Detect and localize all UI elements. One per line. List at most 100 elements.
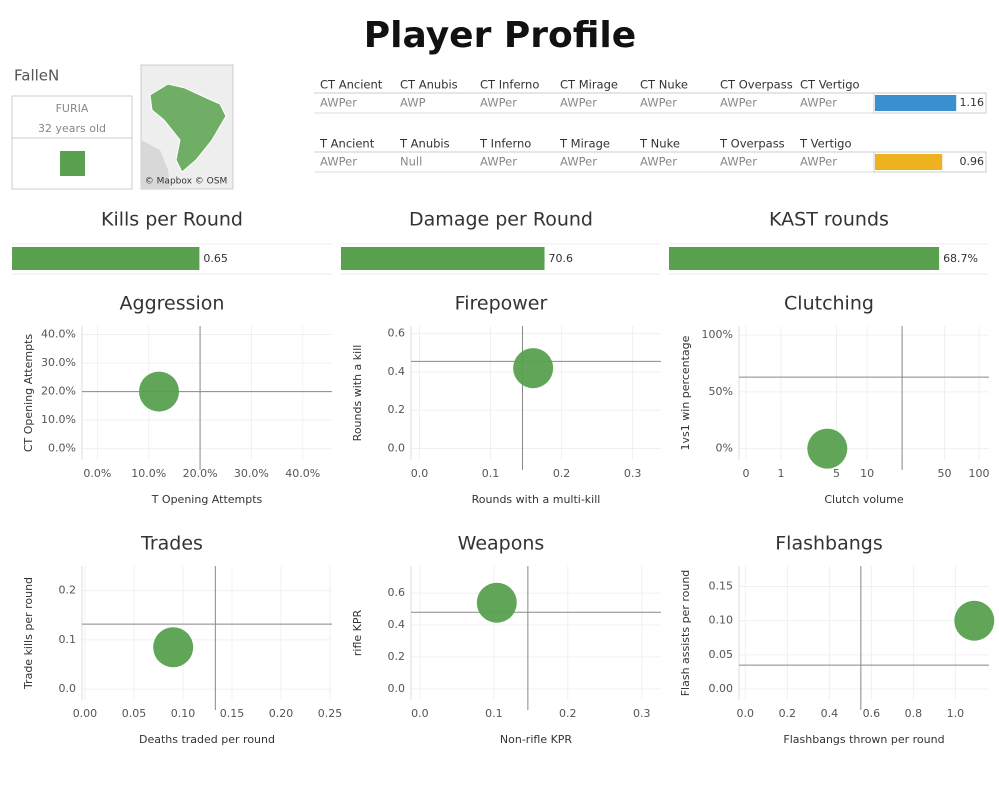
table-header: CT Nuke xyxy=(640,78,688,92)
x-tick-label: 0.0% xyxy=(83,467,111,480)
y-axis-label: rifle KPR xyxy=(351,610,364,657)
table-cell: AWPer xyxy=(640,155,677,169)
x-tick-label: 1.0 xyxy=(947,707,965,720)
x-tick-label: 0.0 xyxy=(411,467,429,480)
table-header: T Nuke xyxy=(639,137,680,151)
y-tick-label: 0.15 xyxy=(709,580,734,593)
x-axis-label: Flashbangs thrown per round xyxy=(783,733,944,746)
point xyxy=(807,428,848,469)
y-tick-label: 0.6 xyxy=(388,327,406,340)
x-tick-label: 0.3 xyxy=(624,467,642,480)
x-tick-label: 0.1 xyxy=(482,467,500,480)
y-tick-label: 30.0% xyxy=(41,356,76,369)
panel-title: Weapons xyxy=(458,533,545,555)
x-tick-label: 0 xyxy=(743,467,750,480)
x-tick-label: 0.10 xyxy=(171,707,196,720)
x-tick-label: 0.2 xyxy=(559,707,577,720)
y-tick-label: 0.2 xyxy=(59,584,77,597)
y-tick-label: 0.2 xyxy=(388,403,406,416)
rating-box xyxy=(873,151,987,173)
panel-title: KAST rounds xyxy=(769,209,889,231)
bar-label: 0.65 xyxy=(203,252,228,265)
table-cell: AWPer xyxy=(560,96,597,110)
table-header: CT Mirage xyxy=(560,78,618,92)
point xyxy=(139,371,180,412)
y-tick-label: 0.05 xyxy=(709,648,734,661)
panel-title: Flashbangs xyxy=(775,533,883,555)
y-tick-label: 0.1 xyxy=(59,633,77,646)
y-tick-label: 100% xyxy=(702,328,733,341)
y-tick-label: 0.0 xyxy=(388,682,406,695)
team: FURIA xyxy=(56,102,89,115)
table-cell: AWP xyxy=(400,96,426,110)
x-tick-label: 0.6 xyxy=(863,707,881,720)
x-axis-label: Clutch volume xyxy=(824,493,904,506)
y-tick-label: 0.4 xyxy=(388,618,406,631)
map-land xyxy=(141,140,170,189)
point xyxy=(513,348,554,389)
y-axis-label: Trade kills per round xyxy=(22,577,35,690)
table-cell: AWPer xyxy=(720,96,757,110)
x-axis-label: Non-rifle KPR xyxy=(500,733,573,746)
table-header: CT Inferno xyxy=(480,78,539,92)
y-tick-label: 20.0% xyxy=(41,385,76,398)
bar xyxy=(12,247,200,270)
y-tick-label: 0.4 xyxy=(388,365,406,378)
rating-bar xyxy=(875,154,943,170)
bar-label: 68.7% xyxy=(943,252,978,265)
x-tick-label: 30.0% xyxy=(234,467,269,480)
x-tick-label: 0.20 xyxy=(269,707,294,720)
table-cell: Null xyxy=(400,155,422,169)
table-header: T Ancient xyxy=(319,137,375,151)
table-cell: AWPer xyxy=(320,155,357,169)
x-tick-label: 10 xyxy=(860,467,874,480)
panel-title: Kills per Round xyxy=(101,209,243,231)
table-header: T Anubis xyxy=(399,137,450,151)
panel-title: Clutching xyxy=(784,293,874,315)
y-tick-label: 40.0% xyxy=(41,328,76,341)
player-name: FalleN xyxy=(14,67,59,85)
panel-title: Damage per Round xyxy=(409,209,593,231)
y-axis-label: Flash assists per round xyxy=(679,570,692,697)
x-tick-label: 0.00 xyxy=(73,707,98,720)
table-header: T Mirage xyxy=(559,137,610,151)
point xyxy=(954,600,995,641)
y-tick-label: 0.0% xyxy=(48,442,76,455)
x-tick-label: 20.0% xyxy=(183,467,218,480)
x-tick-label: 0.3 xyxy=(633,707,651,720)
x-axis-label: T Opening Attempts xyxy=(151,493,263,506)
x-tick-label: 0.0 xyxy=(737,707,755,720)
x-tick-label: 0.25 xyxy=(318,707,343,720)
table-header: CT Anubis xyxy=(400,78,458,92)
y-axis-label: 1vs1 win percentage xyxy=(679,335,692,450)
point xyxy=(153,627,194,668)
y-tick-label: 0.00 xyxy=(709,682,734,695)
team-color xyxy=(60,151,85,176)
y-tick-label: 0% xyxy=(716,442,733,455)
table-cell: AWPer xyxy=(800,155,837,169)
y-tick-label: 0.0 xyxy=(59,682,77,695)
rating-label: 1.16 xyxy=(960,96,985,109)
table-header: CT Vertigo xyxy=(800,78,860,92)
y-axis-label: CT Opening Attempts xyxy=(22,334,35,453)
table-cell: AWPer xyxy=(800,96,837,110)
x-tick-label: 0.1 xyxy=(485,707,503,720)
x-tick-label: 1 xyxy=(778,467,785,480)
player-card xyxy=(11,95,133,190)
panel-title: Firepower xyxy=(455,293,548,315)
x-tick-label: 10.0% xyxy=(131,467,166,480)
bar xyxy=(669,247,940,270)
x-tick-label: 0.4 xyxy=(821,707,839,720)
x-tick-label: 0.2 xyxy=(553,467,571,480)
panel-title: Aggression xyxy=(120,293,225,315)
table-header: CT Overpass xyxy=(720,78,793,92)
age: 32 years old xyxy=(38,122,106,135)
table-cell: AWPer xyxy=(480,155,517,169)
bar xyxy=(341,247,545,270)
x-tick-label: 0.8 xyxy=(905,707,923,720)
y-tick-label: 0.10 xyxy=(709,614,734,627)
x-tick-label: 0.15 xyxy=(220,707,245,720)
x-tick-label: 0.05 xyxy=(122,707,147,720)
table-cell: AWPer xyxy=(480,96,517,110)
